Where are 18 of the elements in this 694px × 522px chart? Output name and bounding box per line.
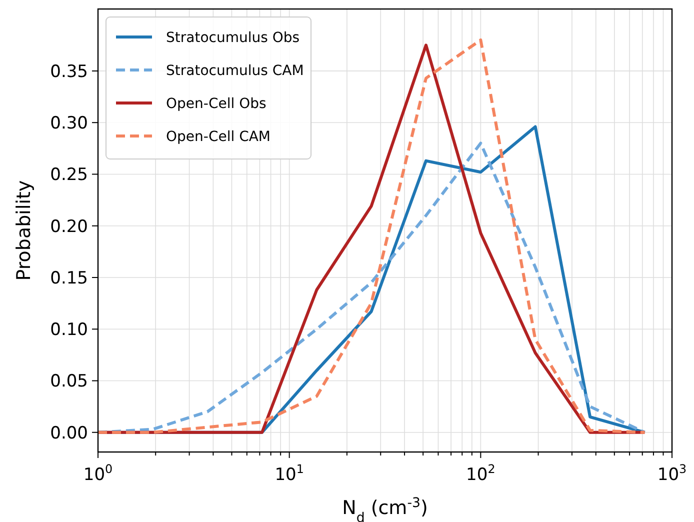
legend-label: Stratocumulus Obs xyxy=(166,30,300,46)
y-tick-label: 0.30 xyxy=(50,114,88,134)
y-tick-label: 0.25 xyxy=(50,165,88,186)
y-tick-label: 0.20 xyxy=(50,216,88,237)
legend-label: Open-Cell CAM xyxy=(166,128,270,145)
y-tick-label: 0.10 xyxy=(50,320,88,340)
x-axis-title: N$_{d}$ (cm$^{-3}$) xyxy=(342,496,428,522)
y-tick-label: 0.35 xyxy=(50,62,88,82)
x-tick-label: 10$^{0}$ xyxy=(83,462,113,485)
legend-label: Stratocumulus CAM xyxy=(166,62,304,79)
x-tick-label: 10$^{2}$ xyxy=(466,462,496,485)
y-tick-label: 0.00 xyxy=(50,423,88,444)
y-tick-label: 0.05 xyxy=(50,372,88,392)
y-axis-title: Probability xyxy=(13,180,35,281)
x-tick-label: 10$^{1}$ xyxy=(274,462,304,485)
x-tick-label: 10$^{3}$ xyxy=(657,462,687,485)
legend-label: Open-Cell Obs xyxy=(166,96,266,112)
y-tick-label: 0.15 xyxy=(50,268,88,288)
